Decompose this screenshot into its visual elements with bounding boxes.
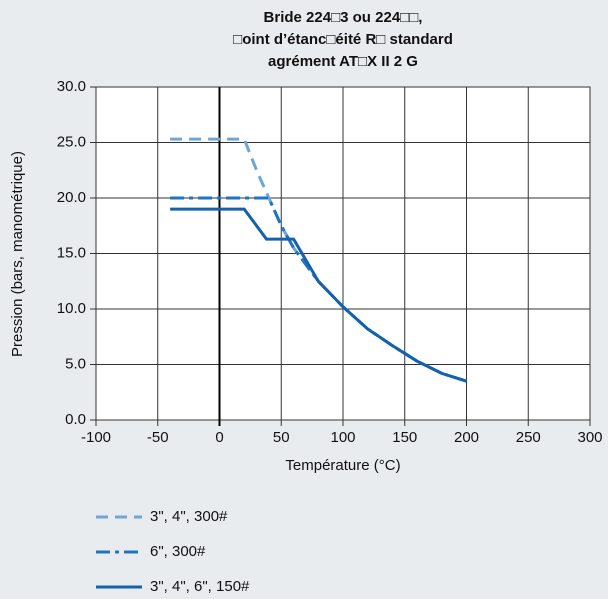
legend-label: 6", 300# xyxy=(150,543,206,560)
y-tick-label: 30.0 xyxy=(57,78,86,95)
chart-title: agrément AT□X II 2 G xyxy=(268,53,418,70)
y-tick-label: 5.0 xyxy=(65,355,86,372)
x-axis-label: Température (°C) xyxy=(285,457,400,474)
legend-label: 3", 4", 300# xyxy=(150,508,228,525)
y-tick-label: 25.0 xyxy=(57,133,86,150)
x-tick-label: 100 xyxy=(330,429,355,446)
y-tick-label: 0.0 xyxy=(65,411,86,428)
x-tick-label: 150 xyxy=(392,429,417,446)
legend-label: 3", 4", 6", 150# xyxy=(150,578,250,595)
y-tick-label: 15.0 xyxy=(57,244,86,261)
x-tick-label: 200 xyxy=(454,429,479,446)
y-tick-label: 20.0 xyxy=(57,189,86,206)
x-tick-label: 300 xyxy=(577,429,602,446)
chart-title: □oint d’étanc□éité R□ standard xyxy=(233,31,453,48)
y-tick-label: 10.0 xyxy=(57,300,86,317)
x-tick-label: 50 xyxy=(273,429,290,446)
x-tick-label: -100 xyxy=(81,429,111,446)
x-tick-label: 0 xyxy=(215,429,223,446)
chart-title: Bride 224□3 ou 224□□, xyxy=(264,9,423,26)
series-line xyxy=(170,207,467,383)
x-tick-label: 250 xyxy=(516,429,541,446)
x-tick-label: -50 xyxy=(147,429,169,446)
y-axis-label: Pression (bars, manométrique) xyxy=(9,151,26,357)
